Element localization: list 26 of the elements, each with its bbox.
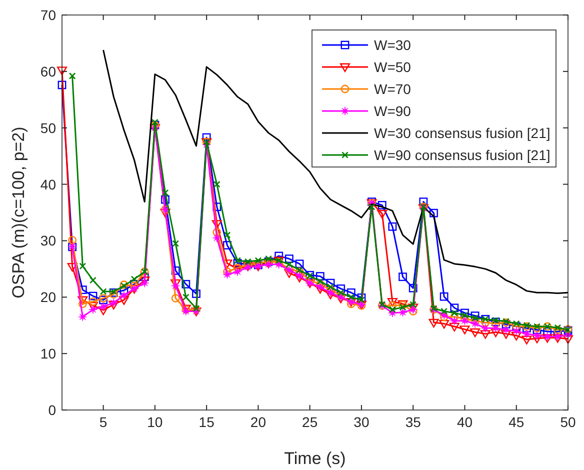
x-tick-label: 25 bbox=[302, 414, 318, 430]
x-tick-label: 5 bbox=[99, 414, 108, 430]
legend-label: W=50 bbox=[374, 59, 412, 75]
y-tick-label: 60 bbox=[40, 63, 56, 80]
legend-label: W=30 consensus fusion [21] bbox=[374, 125, 550, 141]
y-tick-label: 40 bbox=[40, 176, 56, 192]
y-axis-title: OSPA (m)(c=100, p=2) bbox=[9, 126, 28, 298]
x-tick-label: 40 bbox=[456, 414, 473, 430]
x-tick-label: 45 bbox=[508, 414, 524, 430]
legend-label: W=70 bbox=[374, 81, 412, 97]
y-tick-label: 50 bbox=[40, 120, 56, 136]
legend-label: W=30 bbox=[374, 37, 412, 53]
x-tick-label: 20 bbox=[250, 414, 266, 430]
legend-label: W=90 consensus fusion [21] bbox=[374, 147, 550, 163]
x-tick-label: 15 bbox=[198, 414, 215, 430]
x-tick-label: 35 bbox=[405, 414, 422, 430]
y-tick-label: 30 bbox=[40, 232, 56, 249]
y-tick-label: 10 bbox=[40, 346, 56, 362]
y-tick-label: 0 bbox=[48, 402, 56, 418]
x-tick-label: 30 bbox=[354, 414, 370, 430]
x-axis-title: Time (s) bbox=[284, 449, 346, 468]
y-tick-label: 70 bbox=[40, 7, 56, 23]
legend-label: W=90 bbox=[374, 103, 412, 119]
x-tick-label: 50 bbox=[560, 414, 576, 430]
x-tick-label: 10 bbox=[147, 414, 163, 430]
y-tick-label: 20 bbox=[40, 289, 56, 306]
